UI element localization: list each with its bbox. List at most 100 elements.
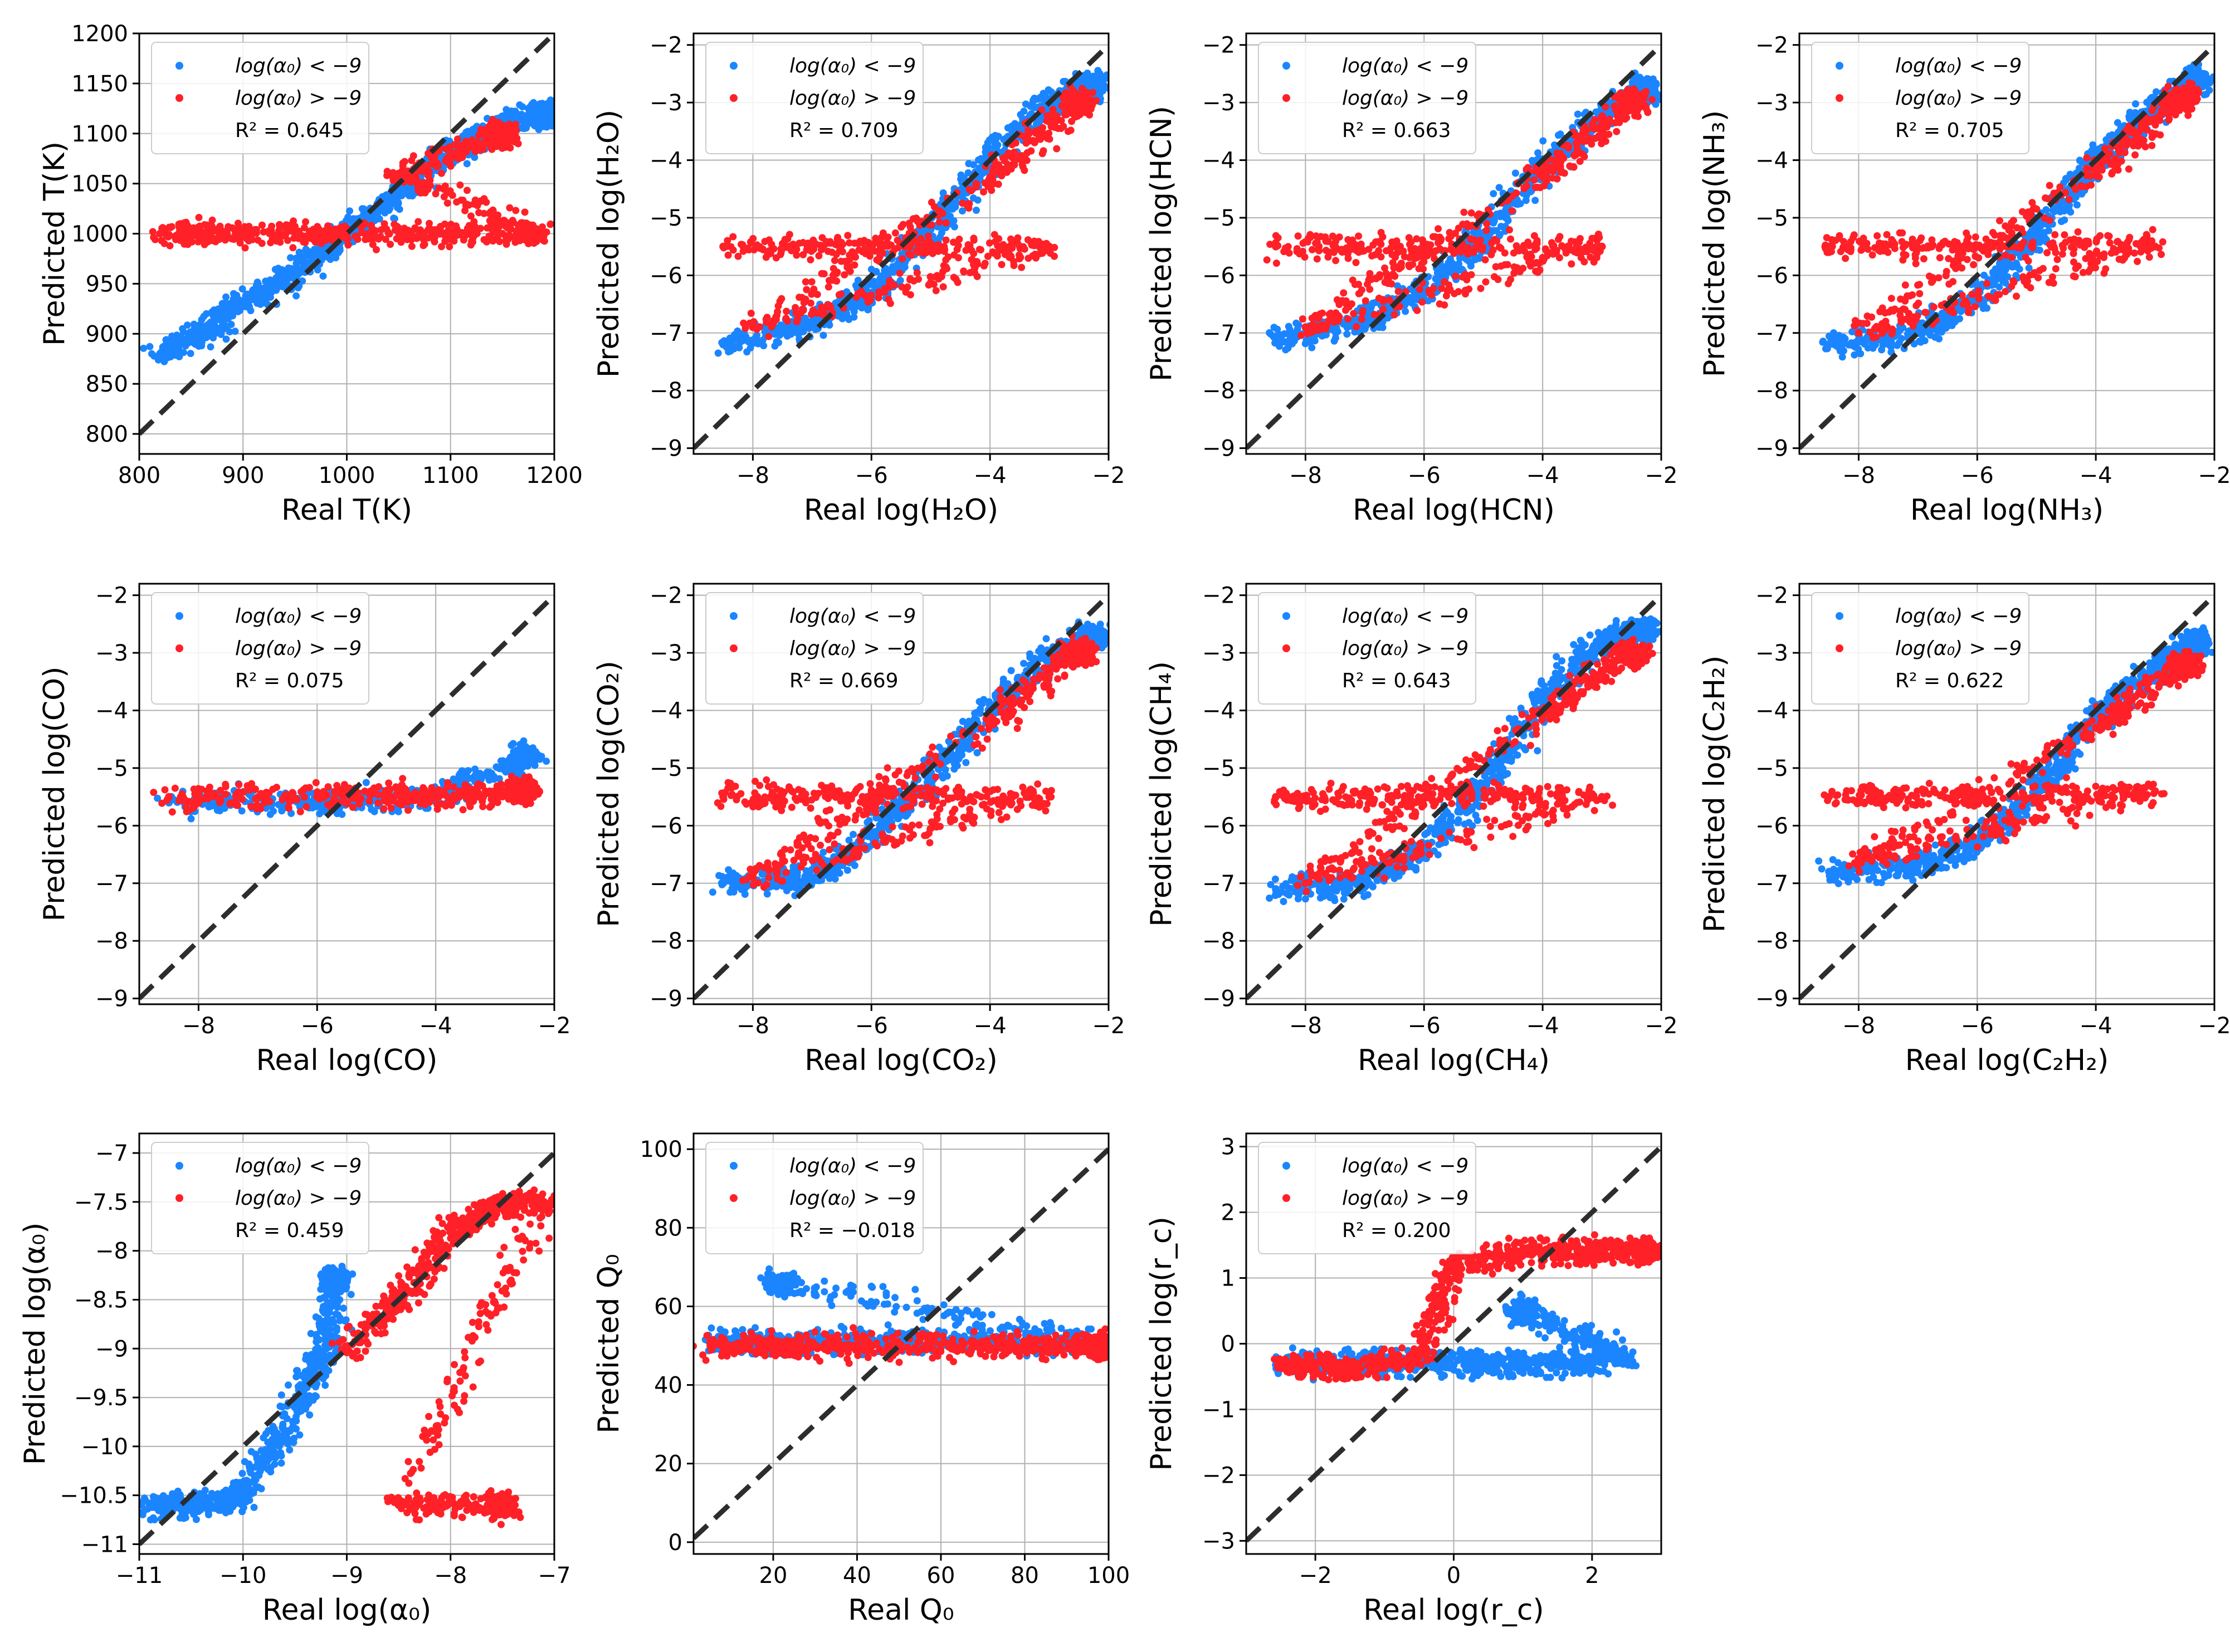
scatter-point — [802, 297, 809, 305]
scatter-point — [473, 226, 480, 233]
scatter-point — [1322, 247, 1330, 254]
scatter-point — [1481, 256, 1489, 263]
scatter-point — [272, 237, 280, 245]
scatter-point — [835, 291, 843, 299]
scatter-point — [1086, 111, 1094, 119]
scatter-point — [1385, 275, 1393, 282]
data-point — [239, 300, 247, 308]
scatter-point — [1338, 248, 1346, 256]
scatter-point — [817, 246, 825, 253]
scatter-point — [872, 268, 880, 275]
scatter-point — [446, 243, 453, 251]
scatter-point — [1376, 271, 1384, 278]
scatter-point — [494, 211, 502, 219]
scatter-point — [801, 323, 809, 331]
scatter-point — [886, 277, 894, 285]
scatter-point — [998, 261, 1006, 268]
scatter-point — [875, 248, 882, 256]
scatter-point — [1062, 110, 1070, 118]
scatter-point — [818, 303, 826, 311]
scatter-point — [729, 246, 737, 254]
scatter-point — [1510, 270, 1518, 277]
scatter-point — [1350, 310, 1358, 317]
scatter-point — [1001, 251, 1009, 258]
scatter-point — [506, 204, 514, 212]
scatter-point — [1490, 190, 1497, 198]
scatter-point — [463, 187, 471, 194]
scatter-point — [482, 198, 490, 206]
scatter-point — [1458, 273, 1466, 281]
r-squared-label: R² = 0.645 — [235, 119, 344, 142]
scatter-point — [520, 222, 528, 229]
scatter-point — [1501, 249, 1509, 257]
scatter-point — [1520, 242, 1528, 250]
scatter-point — [380, 220, 388, 228]
scatter-point — [1534, 149, 1542, 157]
scatter-point — [810, 285, 818, 293]
scatter-point — [1314, 315, 1322, 322]
scatter-point — [1060, 123, 1067, 130]
scatter-point — [353, 233, 360, 241]
scatter-point — [846, 239, 853, 247]
scatter-point — [873, 237, 881, 245]
data-point — [446, 229, 455, 238]
scatter-point — [268, 222, 276, 230]
scatter-point — [1465, 244, 1472, 252]
scatter-point — [1064, 128, 1072, 135]
scatter-point — [1349, 245, 1356, 252]
scatter-point — [954, 278, 962, 286]
scatter-point — [468, 237, 476, 245]
scatter-point — [1490, 217, 1498, 224]
scatter-point — [1303, 330, 1311, 338]
scatter-point — [879, 233, 886, 241]
scatter-point — [807, 256, 814, 263]
scatter-point — [1053, 112, 1061, 120]
scatter-point — [724, 237, 731, 245]
scatter-point — [150, 233, 158, 241]
scatter-point — [362, 236, 369, 243]
scatter-point — [999, 154, 1007, 162]
scatter-point — [729, 233, 737, 241]
scatter-point — [1409, 261, 1417, 268]
scatter-point — [1017, 253, 1024, 261]
scatter-point — [887, 241, 895, 249]
scatter-point — [1344, 250, 1351, 257]
scatter-point — [1333, 324, 1340, 331]
scatter-point — [1294, 232, 1302, 240]
scatter-point — [1471, 256, 1479, 263]
scatter-point — [933, 245, 941, 252]
x-tick-label: 1000 — [319, 463, 375, 488]
scatter-point — [208, 216, 216, 224]
scatter-point — [764, 248, 772, 256]
scatter-point — [1413, 254, 1421, 262]
scatter-point — [1343, 330, 1351, 338]
scatter-point — [1394, 287, 1402, 295]
scatter-point — [267, 289, 275, 296]
scatter-point — [1322, 324, 1330, 331]
x-tick-label: −4 — [974, 463, 1007, 488]
scatter-point — [799, 251, 807, 258]
scatter-point — [765, 333, 773, 340]
scatter-point — [426, 182, 434, 189]
scatter-point — [258, 240, 266, 247]
scatter-point — [289, 244, 297, 252]
series-red — [149, 116, 554, 253]
scatter-point — [258, 221, 266, 229]
scatter-point — [546, 110, 554, 117]
scatter-point — [431, 153, 438, 161]
scatter-point — [1540, 255, 1548, 263]
scatter-point — [1594, 231, 1602, 238]
scatter-point — [504, 224, 512, 232]
scatter-point — [1036, 250, 1043, 258]
scatter-point — [491, 219, 499, 227]
scatter-point — [808, 310, 815, 318]
plot-frame — [692, 32, 1110, 455]
scatter-point — [898, 283, 906, 291]
scatter-point — [1364, 307, 1372, 315]
scatter-point — [184, 228, 192, 236]
scatter-point — [959, 207, 966, 215]
scatter-point — [896, 277, 904, 284]
scatter-point — [1527, 262, 1534, 270]
scatter-point — [483, 238, 491, 246]
scatter-point — [1344, 315, 1352, 323]
